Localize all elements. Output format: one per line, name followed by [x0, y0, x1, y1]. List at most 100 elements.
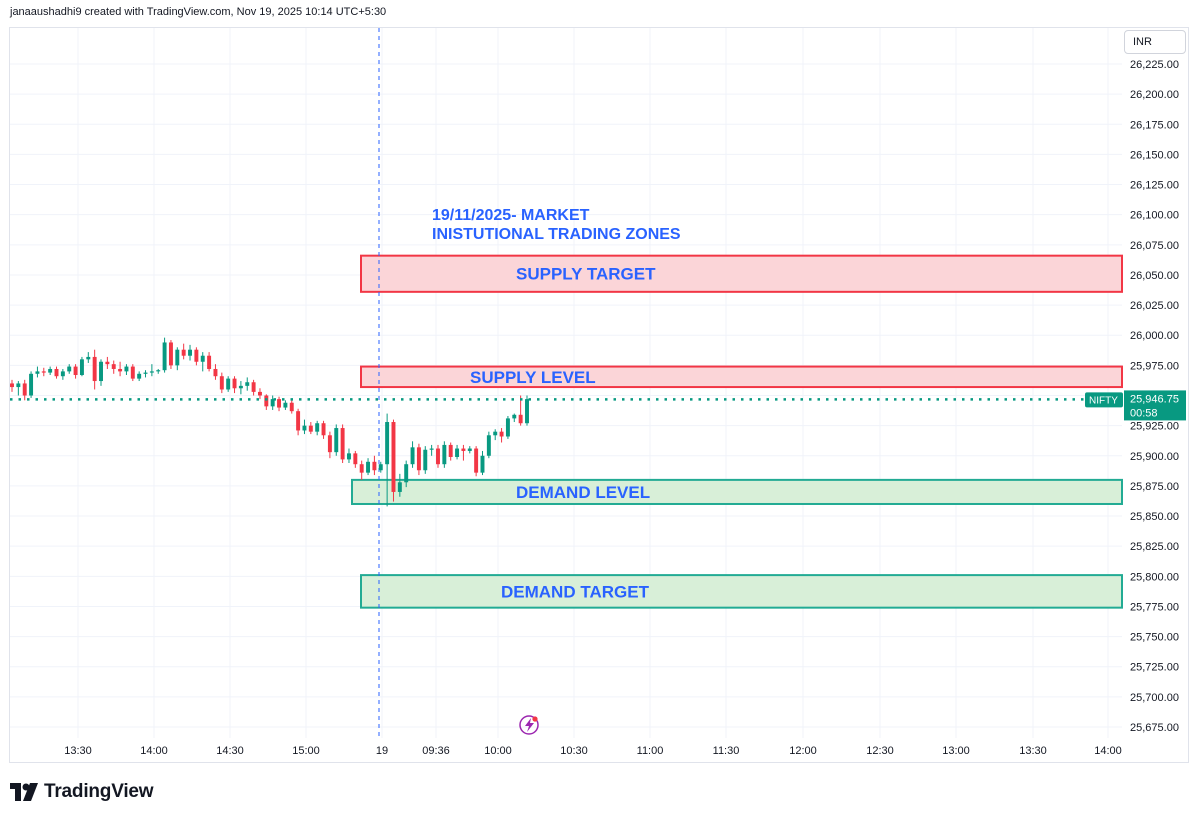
candle-body	[111, 364, 116, 369]
candle-body	[10, 383, 14, 388]
candle	[143, 370, 148, 378]
candle	[219, 372, 224, 394]
candle	[54, 366, 59, 379]
candle-body	[143, 372, 148, 374]
candle	[359, 460, 364, 480]
candle-body	[238, 385, 243, 389]
candle	[105, 356, 110, 369]
candle-body	[410, 447, 415, 465]
candle	[505, 415, 510, 439]
candle-body	[200, 355, 205, 362]
lightning-icon[interactable]	[519, 715, 539, 735]
candle	[327, 431, 332, 459]
candle	[397, 473, 402, 497]
candle	[347, 448, 351, 464]
zone-supply-level	[360, 365, 1123, 389]
candle	[118, 361, 123, 377]
candle-body	[505, 418, 510, 437]
tradingview-logo-icon	[10, 783, 38, 801]
candle-body	[525, 399, 529, 424]
zones-layer: SUPPLY TARGET SUPPLY LEVEL DEMAND LEVEL DEM…	[351, 254, 1123, 609]
candle	[232, 376, 237, 394]
candle	[315, 420, 320, 436]
candle-body	[493, 431, 498, 436]
tradingview-logo[interactable]: TradingView	[10, 780, 154, 804]
candle-body	[499, 431, 504, 437]
candle-body	[302, 425, 307, 431]
candle	[149, 364, 154, 377]
candle	[467, 446, 472, 454]
time-tick-label: 10:00	[484, 745, 512, 757]
candle-body	[207, 355, 212, 369]
candle-body	[67, 366, 72, 372]
price-tick-label: 25,675.00	[1130, 722, 1179, 734]
candle	[124, 364, 129, 376]
symbol-tag	[1085, 392, 1123, 408]
time-tick-label: 11:30	[713, 745, 740, 757]
candle	[67, 364, 72, 374]
candle-body	[232, 378, 237, 389]
candle	[321, 420, 326, 439]
price-tick-label: 26,225.00	[1130, 59, 1179, 71]
time-tick-label: 14:00	[140, 745, 168, 757]
candle	[22, 379, 27, 401]
last-price-value: 25,946.75	[1130, 393, 1179, 405]
candle	[168, 340, 173, 369]
price-scale[interactable]: 26,225.00 26,200.00 26,175.00 26,150.00 26,1…	[1130, 59, 1179, 734]
candle-body	[404, 464, 409, 483]
candle-body	[213, 368, 218, 377]
candle	[137, 371, 142, 382]
price-tick-label: 25,825.00	[1130, 541, 1179, 553]
candle-body	[79, 359, 84, 376]
candle	[10, 379, 14, 392]
candle-body	[385, 422, 390, 465]
candle-body	[270, 399, 275, 407]
candle-body	[162, 342, 167, 371]
candle	[283, 400, 288, 410]
price-tick-label: 25,800.00	[1130, 571, 1179, 583]
price-tick-label: 26,150.00	[1130, 149, 1179, 161]
candle	[353, 450, 358, 468]
time-tick-label: 13:30	[1019, 745, 1047, 757]
candle-body	[219, 376, 224, 390]
candle-body	[156, 370, 161, 372]
candle	[296, 408, 301, 436]
candle-body	[73, 366, 78, 376]
candle	[99, 359, 103, 386]
candle-body	[245, 382, 250, 386]
candle	[486, 431, 491, 459]
candle	[302, 419, 307, 435]
candle-body	[423, 449, 428, 471]
candle	[264, 394, 269, 410]
candle	[60, 368, 65, 380]
candle	[442, 441, 447, 468]
currency-selector[interactable]: INR	[1124, 30, 1186, 54]
candle-body	[340, 428, 345, 460]
zone-demand-target	[360, 574, 1123, 609]
time-axis[interactable]: 13:30 14:00 14:30 15:00 19 09:36 10:00 10:30 11:…	[64, 745, 1122, 757]
candle-body	[467, 448, 472, 451]
zone-label-demand-target: DEMAND TARGET	[501, 582, 650, 601]
candle-body	[512, 414, 517, 419]
annotation-line1: 19/11/2025- MARKET	[432, 207, 590, 224]
price-tick-label: 25,700.00	[1130, 692, 1179, 704]
candle-body	[372, 461, 377, 471]
candle-body	[327, 435, 332, 453]
candle-body	[226, 378, 231, 390]
candle	[334, 424, 339, 456]
candle-body	[308, 425, 313, 432]
candle	[194, 347, 199, 366]
candle-body	[124, 366, 129, 372]
zone-demand-level	[351, 478, 1123, 505]
candle	[525, 395, 529, 426]
candle	[162, 337, 167, 373]
price-tick-label: 26,000.00	[1130, 330, 1179, 342]
candle-body	[86, 356, 91, 360]
candle-body	[48, 368, 53, 373]
chart-credit: janaaushadhi9 created with TradingView.c…	[10, 6, 387, 18]
candle	[410, 441, 415, 468]
candle	[35, 366, 40, 378]
candle	[29, 371, 34, 398]
candle-body	[378, 464, 383, 471]
